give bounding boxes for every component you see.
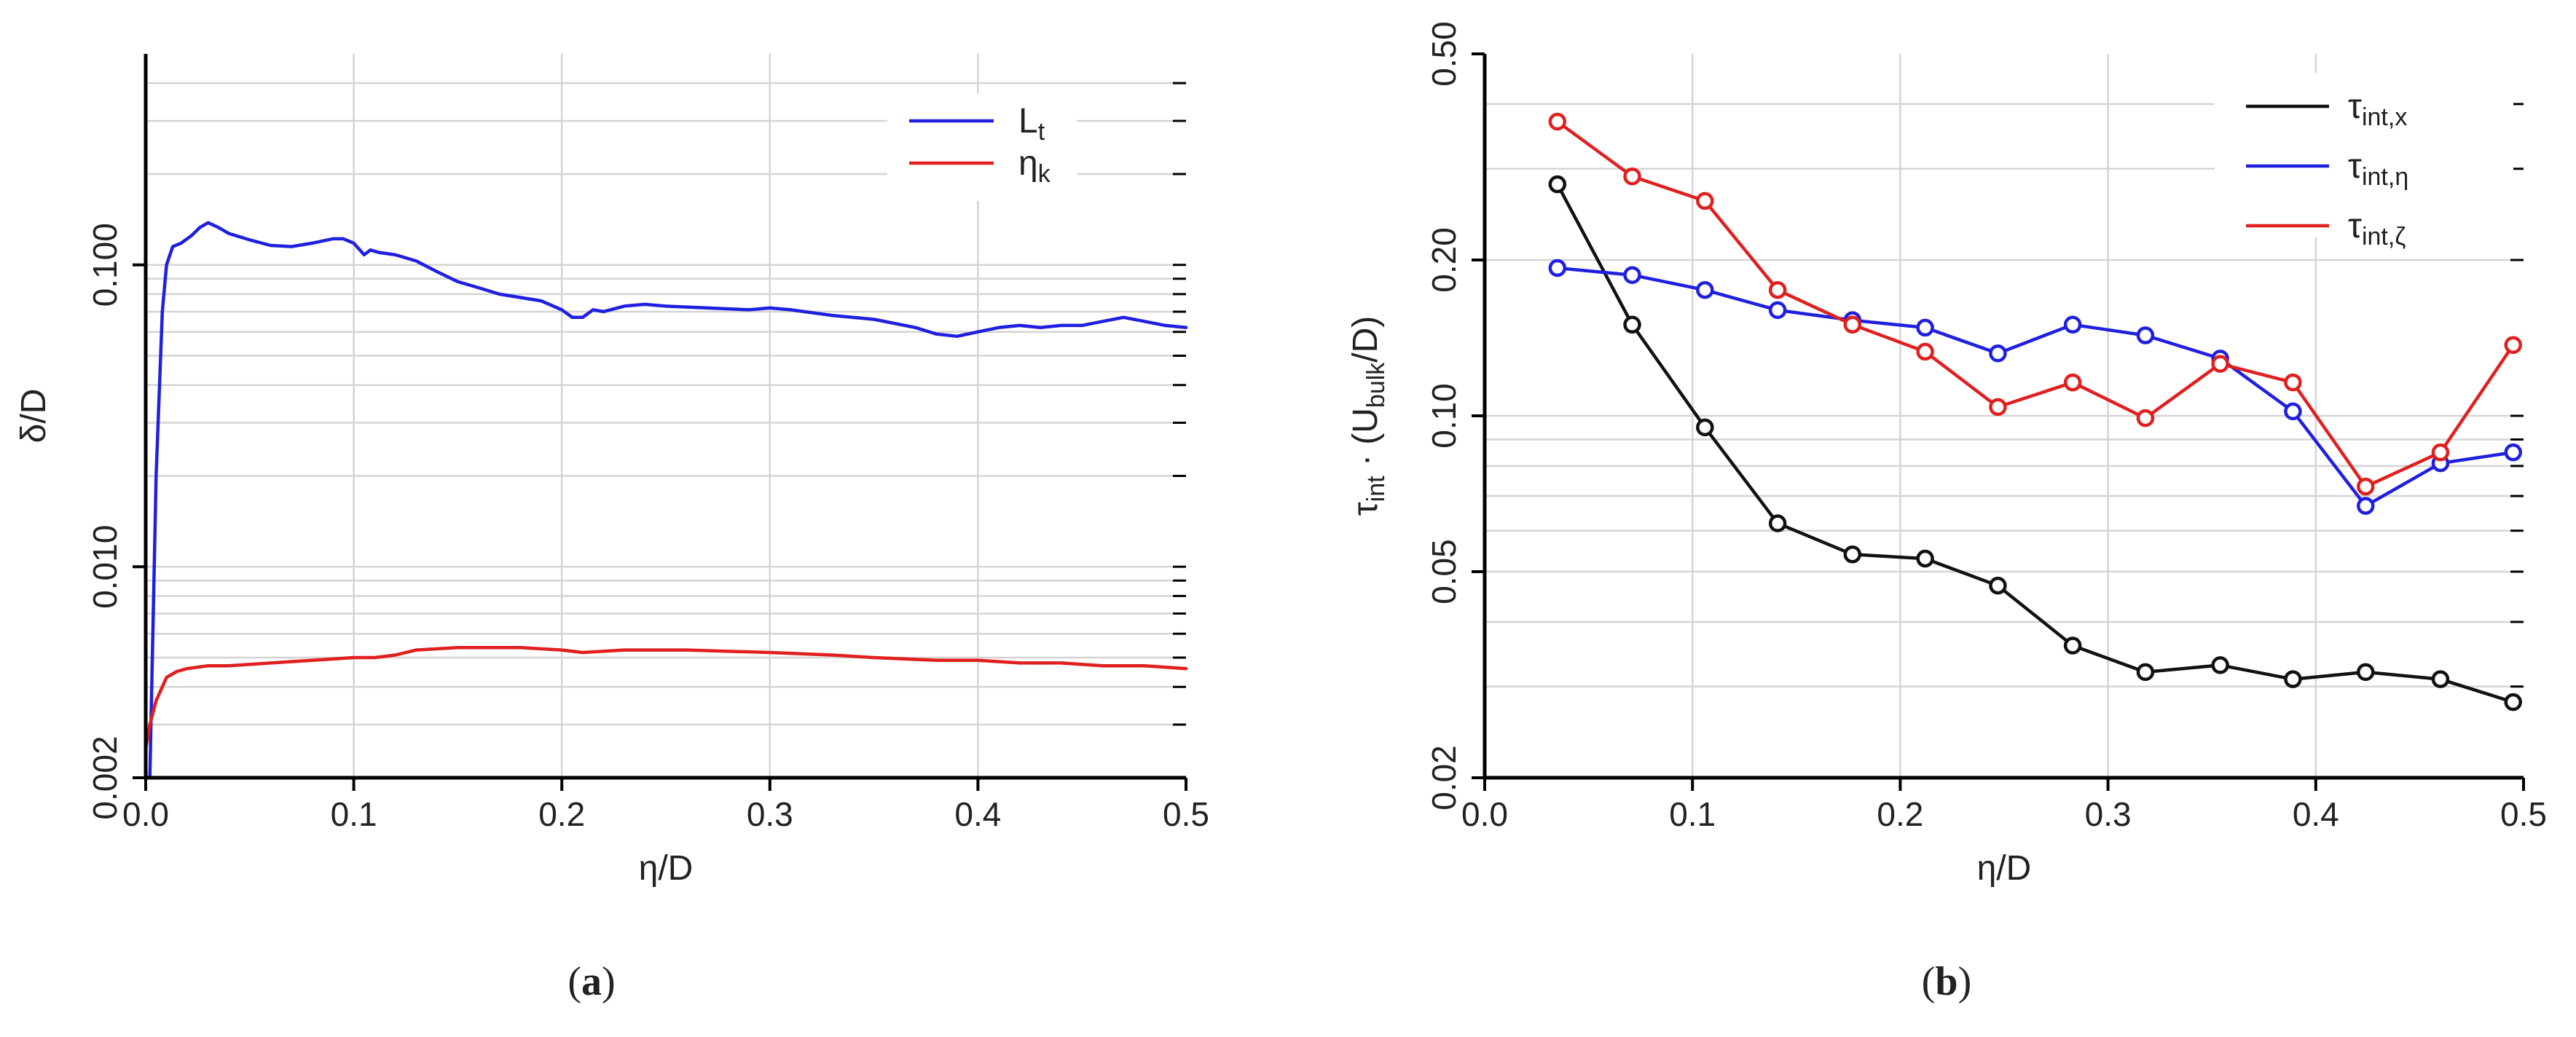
panel-label: (a) <box>568 959 615 1004</box>
y-tick-label: 0.10 <box>1425 383 1463 449</box>
y-tick-label: 0.50 <box>1425 21 1463 87</box>
y-tick-label: 0.010 <box>86 525 124 609</box>
data-point <box>2063 636 2082 655</box>
data-point <box>1843 545 1862 564</box>
y-axis-title: δ/D <box>15 389 53 443</box>
x-axis-title: η/D <box>1977 849 2032 888</box>
data-point <box>2211 355 2229 373</box>
data-point <box>1768 280 1787 299</box>
x-tick-label: 0.1 <box>1669 795 1716 833</box>
data-point <box>2356 497 2375 515</box>
data-point <box>2356 477 2375 496</box>
data-point <box>2504 336 2522 355</box>
data-point <box>1989 576 2007 595</box>
data-point <box>1623 315 1641 334</box>
data-point <box>1916 549 1934 568</box>
x-tick-label: 0.5 <box>2500 795 2547 833</box>
data-point <box>1768 514 1787 532</box>
data-point <box>1548 259 1567 277</box>
x-tick-label: 0.5 <box>1163 795 1209 833</box>
data-point <box>2284 373 2302 392</box>
y-tick-label: 0.05 <box>1425 539 1463 604</box>
x-tick-label: 0.0 <box>122 795 169 833</box>
x-tick-label: 0.3 <box>2085 795 2132 833</box>
data-point <box>1623 266 1641 284</box>
data-point <box>2431 443 2450 462</box>
data-point <box>1843 315 1862 334</box>
legend-label: ηk <box>1018 144 1051 188</box>
panel-label: (b) <box>1922 959 1971 1004</box>
x-tick-label: 0.2 <box>538 795 585 833</box>
legend-box <box>2215 73 2513 237</box>
x-tick-label: 0.3 <box>747 795 793 833</box>
data-point <box>1623 167 1641 186</box>
chart-panel-b: τint,x τint,η τint,ζ 0.0 0.1 0.2 0.3 0.4 0.5 0.02… <box>1346 21 2547 1004</box>
series-line-2 <box>1555 119 2515 489</box>
data-point <box>2211 656 2229 674</box>
x-tick-label: 0.4 <box>954 795 1001 833</box>
x-tick-label: 0.0 <box>1461 795 1508 833</box>
data-point <box>2504 443 2522 462</box>
data-point <box>2284 402 2302 421</box>
series-line-0 <box>1555 182 2515 704</box>
data-point <box>2284 670 2302 688</box>
legend-label: τint,x <box>2348 87 2407 131</box>
legend-label: τint,η <box>2348 147 2408 191</box>
data-point <box>1916 318 1934 337</box>
data-point <box>2504 693 2522 711</box>
data-point <box>2431 670 2450 688</box>
data-point <box>2356 663 2375 682</box>
data-point <box>1696 418 1714 437</box>
x-tick-label: 0.2 <box>1877 795 1923 833</box>
data-point <box>1916 342 1934 361</box>
series-line-1 <box>144 645 1188 751</box>
y-tick-label: 0.100 <box>86 223 124 307</box>
legend-label: τint,ζ <box>2348 207 2406 251</box>
data-point <box>1989 398 2007 417</box>
y-axis-title: τint · (Ubulk/D) <box>1346 316 1390 516</box>
data-point <box>2136 326 2155 344</box>
data-point <box>2063 373 2082 392</box>
data-point <box>1548 175 1567 194</box>
legend-box <box>887 93 1077 201</box>
legend-label: Lt <box>1018 102 1045 146</box>
data-point <box>2136 409 2155 427</box>
series-line-1 <box>1555 266 2515 508</box>
y-tick-label: 0.02 <box>1425 745 1463 811</box>
data-point <box>1696 280 1714 299</box>
x-tick-label: 0.4 <box>2293 795 2339 833</box>
x-tick-label: 0.1 <box>331 795 377 833</box>
data-point <box>2136 663 2155 682</box>
y-tick-label: 0.002 <box>86 736 124 819</box>
x-axis-title: η/D <box>639 849 694 888</box>
data-point <box>1696 192 1714 210</box>
y-tick-label: 0.20 <box>1425 227 1463 293</box>
data-point <box>1548 112 1567 131</box>
data-point <box>2063 315 2082 334</box>
series-line-0 <box>148 221 1188 780</box>
data-point <box>1768 301 1787 320</box>
data-point <box>1989 344 2007 363</box>
